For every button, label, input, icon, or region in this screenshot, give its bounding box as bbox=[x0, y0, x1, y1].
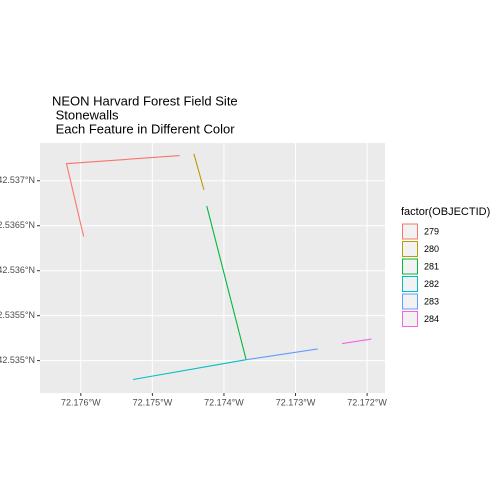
legend-label: 283 bbox=[424, 296, 439, 306]
feature-line bbox=[193, 153, 205, 190]
legend-key bbox=[402, 223, 418, 240]
legend-label: 281 bbox=[424, 261, 439, 271]
y-tick-label: 42.5365°N bbox=[0, 220, 35, 230]
legend-key bbox=[402, 258, 418, 275]
x-tick-label: 72.174°W bbox=[204, 397, 244, 407]
panel bbox=[40, 143, 385, 393]
legend-label: 284 bbox=[424, 314, 439, 324]
legend-key bbox=[402, 241, 418, 257]
legend-key bbox=[402, 293, 418, 310]
feature-line bbox=[341, 338, 372, 345]
feature-line bbox=[206, 205, 247, 360]
feature-line bbox=[246, 348, 318, 361]
x-tick-label: 72.176°W bbox=[61, 397, 101, 407]
y-tick-label: 42.535°N bbox=[0, 355, 35, 365]
x-tick-label: 72.173°W bbox=[276, 397, 316, 407]
y-tick-label: 42.536°N bbox=[0, 265, 35, 275]
x-tick-label: 72.175°W bbox=[133, 397, 173, 407]
feature-line bbox=[132, 359, 247, 381]
legend-title: factor(OBJECTID) bbox=[401, 206, 490, 218]
legend-label: 279 bbox=[424, 226, 439, 236]
feature-line bbox=[65, 155, 180, 237]
y-tick-label: 42.5355°N bbox=[0, 310, 35, 320]
legend-key bbox=[402, 311, 418, 327]
x-tick-label: 72.172°W bbox=[347, 397, 387, 407]
title-line: Stonewalls bbox=[52, 107, 119, 122]
legend-label: 280 bbox=[424, 244, 439, 254]
title-line: Each Feature in Different Color bbox=[52, 121, 235, 136]
title-line: NEON Harvard Forest Field Site bbox=[52, 93, 238, 108]
legend-key bbox=[402, 276, 418, 292]
legend-label: 282 bbox=[424, 279, 439, 289]
y-tick-label: 42.537°N bbox=[0, 175, 35, 185]
